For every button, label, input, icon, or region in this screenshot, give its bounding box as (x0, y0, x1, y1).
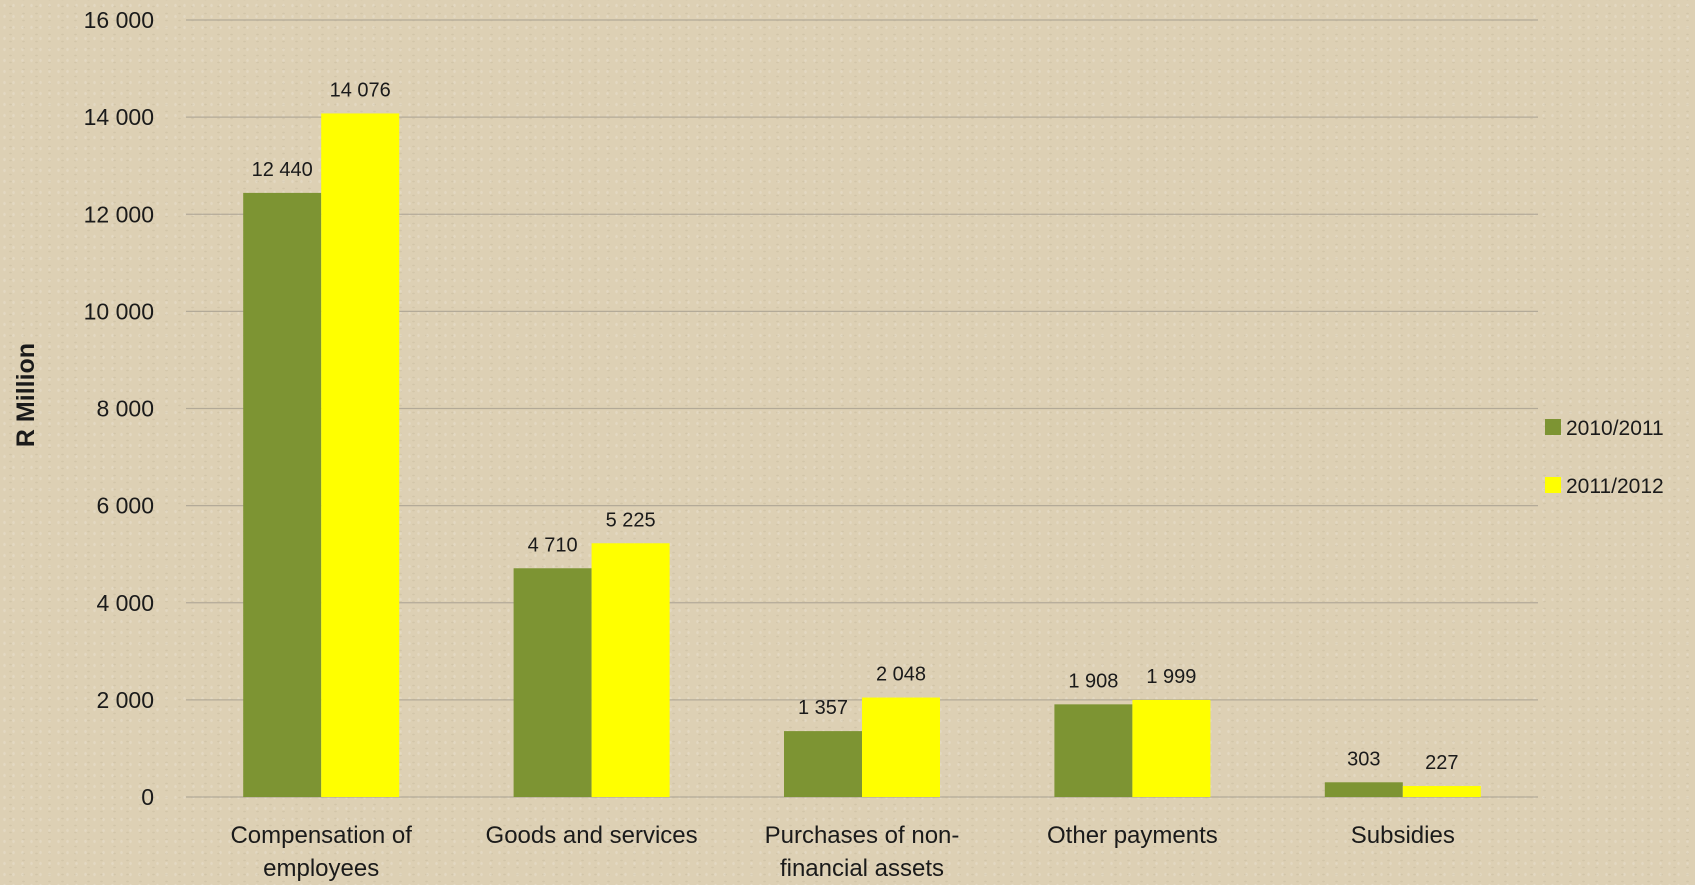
data-label: 303 (1347, 748, 1380, 770)
data-label: 5 225 (606, 509, 656, 531)
y-axis-title: R Million (12, 343, 40, 447)
y-tick-label: 12 000 (84, 201, 154, 227)
legend-swatch (1545, 477, 1561, 493)
bar (513, 568, 592, 797)
y-tick-label: 8 000 (96, 396, 154, 422)
bars (243, 113, 1481, 797)
bar (1132, 699, 1211, 797)
data-label: 1 999 (1146, 666, 1196, 688)
bar (862, 697, 940, 797)
y-tick-label: 4 000 (96, 590, 154, 616)
y-tick-label: 14 000 (84, 104, 154, 130)
legend-label: 2011/2012 (1566, 475, 1664, 498)
y-tick-label: 0 (141, 784, 154, 810)
legend: 2010/2011 2011/2012 (1545, 417, 1664, 498)
data-label: 227 (1425, 752, 1458, 774)
legend-swatch (1545, 419, 1561, 435)
bar (784, 731, 862, 797)
y-tick-label: 16 000 (84, 7, 154, 33)
data-label: 12 440 (252, 159, 313, 181)
x-category-label: Other payments (1047, 822, 1218, 849)
data-label: 4 710 (528, 534, 578, 556)
axes: 0 2 000 4 000 6 000 8 000 10 000 12 000 14 000 1… (84, 7, 1455, 882)
gridlines (186, 19, 1538, 798)
bar (243, 192, 322, 797)
bar (1402, 785, 1481, 797)
y-tick-label: 2 000 (96, 687, 154, 713)
x-category-label: Subsidies (1351, 822, 1455, 849)
y-tick-label: 6 000 (96, 493, 154, 519)
x-category-label: Purchases of non-financial assets (765, 822, 960, 882)
bar (321, 113, 400, 797)
legend-label: 2010/2011 (1566, 417, 1664, 440)
bar (1054, 704, 1133, 797)
x-category-label: Goods and services (486, 822, 698, 849)
data-label: 1 908 (1068, 670, 1118, 692)
data-label: 2 048 (876, 664, 926, 686)
y-tick-label: 10 000 (84, 298, 154, 324)
data-label: 14 076 (330, 79, 391, 101)
bar (591, 543, 670, 797)
x-category-label: Compensation of employees (230, 822, 412, 882)
bar (1324, 782, 1403, 797)
data-label: 1 357 (798, 697, 848, 719)
data-labels: 12 440 14 076 4 710 5 225 1 357 2 048 1 908 1 9… (252, 79, 1459, 774)
